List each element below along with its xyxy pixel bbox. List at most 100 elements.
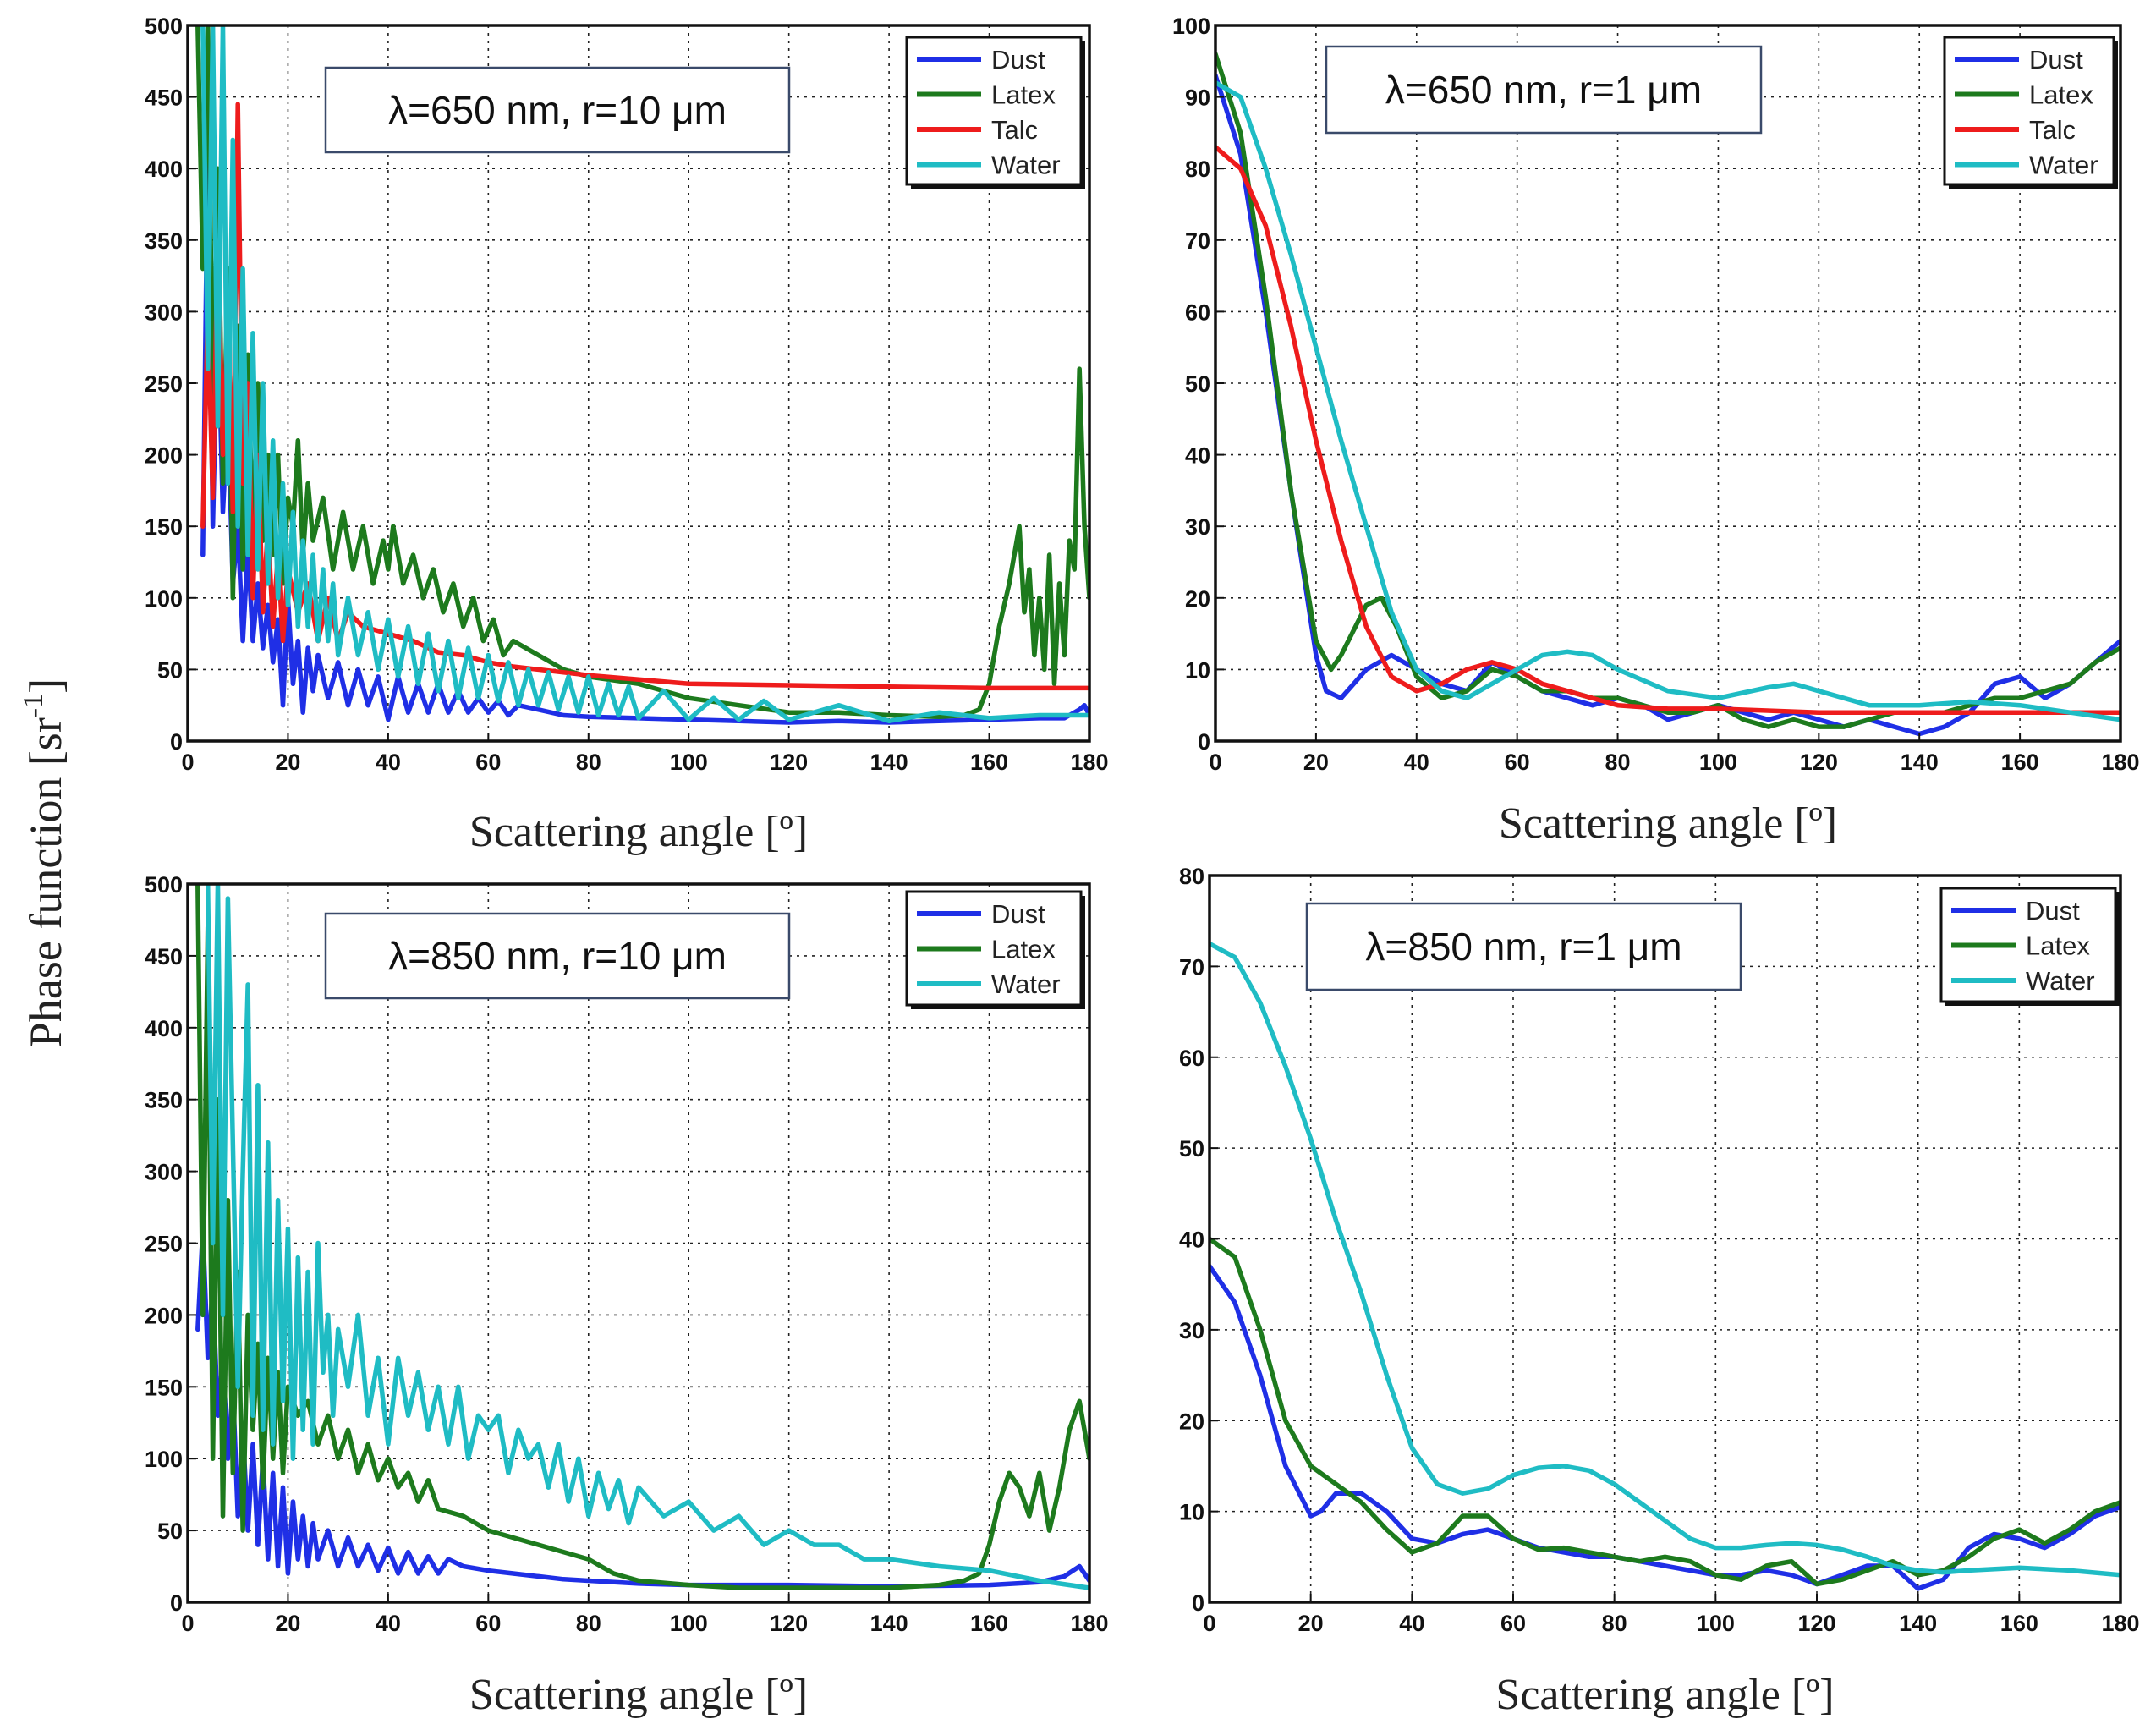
y-tick-label: 0 <box>170 729 183 755</box>
annotation-box: λ=650 nm, r=10 μm <box>324 66 791 154</box>
x-tick-label: 140 <box>1901 750 1939 775</box>
y-tick-label: 70 <box>1179 954 1204 980</box>
legend-label-latex: Latex <box>2029 80 2093 110</box>
x-tick-label: 160 <box>970 1611 1008 1636</box>
series-line-water <box>205 884 1089 1590</box>
y-tick-label: 70 <box>1185 228 1210 254</box>
x-tick-label: 100 <box>1699 750 1737 775</box>
panel-bottom-left: 0 20 40 60 80 100 120 140 160 180 0 50 100 150 200 250 3… <box>145 872 1109 1719</box>
legend-label-dust: Dust <box>2026 896 2080 925</box>
annotation-text: λ=650 nm, r=1 μm <box>1385 68 1702 112</box>
y-axis-label: Phase function [sr-1] <box>18 678 71 1047</box>
legend-label-dust: Dust <box>991 899 1045 929</box>
y-tick-label: 20 <box>1179 1409 1204 1434</box>
x-axis-label: Scattering angle [º] <box>1495 1671 1834 1719</box>
y-tick-label: 50 <box>1185 371 1210 397</box>
series-line-water <box>1215 80 2120 722</box>
legend-label-talc: Talc <box>991 115 1038 145</box>
series-group <box>195 25 1089 725</box>
x-tick-label: 120 <box>1800 750 1838 775</box>
y-tick-label: 350 <box>145 1088 183 1113</box>
x-tick-label: 100 <box>670 1611 708 1636</box>
x-tick-label: 0 <box>1209 750 1221 775</box>
x-axis-label: Scattering angle [º] <box>469 1671 808 1719</box>
x-tick-label: 120 <box>770 1611 808 1636</box>
x-tick-label: 0 <box>181 750 194 775</box>
legend-label-dust: Dust <box>991 45 1045 74</box>
series-line-talc <box>1215 145 2120 715</box>
x-tick-label: 40 <box>1399 1611 1424 1636</box>
y-tick-label: 0 <box>1192 1590 1204 1616</box>
x-tick-label: 120 <box>1797 1611 1835 1636</box>
annotation-frame <box>1305 902 1742 991</box>
x-tick-label: 20 <box>275 1611 300 1636</box>
y-tick-label: 150 <box>145 514 183 540</box>
x-tick-label: 40 <box>376 750 401 775</box>
y-tick-label: 50 <box>157 657 183 683</box>
y-tick-label: 100 <box>145 1447 183 1472</box>
x-tick-label: 100 <box>670 750 708 775</box>
y-tick-label: 10 <box>1179 1500 1204 1525</box>
x-tick-label: 60 <box>1500 1611 1526 1636</box>
legend: Dust Latex Water <box>905 890 1085 1009</box>
y-tick-label: 40 <box>1185 443 1210 469</box>
x-tick-label: 40 <box>376 1611 401 1636</box>
y-tick-label: 20 <box>1185 586 1210 612</box>
series-group <box>1210 941 2120 1591</box>
x-tick-label: 180 <box>1070 750 1108 775</box>
y-tick-label: 250 <box>145 1232 183 1257</box>
x-tick-label: 180 <box>2101 1611 2139 1636</box>
y-tick-label: 450 <box>145 944 183 969</box>
legend-label-talc: Talc <box>2029 115 2076 145</box>
legend: Dust Latex Water <box>1939 887 2120 1006</box>
panel-top-left: 0 20 40 60 80 100 120 140 160 180 0 50 100 150 200 250 3… <box>145 14 1109 856</box>
x-tick-label: 180 <box>1070 1611 1108 1636</box>
legend-label-water: Water <box>991 151 1061 180</box>
y-tick-label: 150 <box>145 1375 183 1400</box>
x-tick-label: 120 <box>770 750 808 775</box>
x-tick-label: 20 <box>1298 1611 1324 1636</box>
y-tick-label: 80 <box>1185 157 1210 182</box>
x-tick-label: 40 <box>1404 750 1429 775</box>
y-tick-label: 400 <box>145 1016 183 1041</box>
series-line-dust <box>1215 73 2120 737</box>
x-tick-label: 20 <box>1303 750 1329 775</box>
legend-label-water: Water <box>2029 151 2098 180</box>
x-tick-label: 140 <box>870 1611 908 1636</box>
x-tick-label: 80 <box>1605 750 1631 775</box>
annotation-box: λ=650 nm, r=1 μm <box>1325 45 1763 135</box>
x-tick-label: 160 <box>2000 1611 2038 1636</box>
legend-label-water: Water <box>991 969 1061 999</box>
y-tick-label: 500 <box>145 872 183 898</box>
x-axis-label: Scattering angle [º] <box>1499 799 1837 848</box>
y-tick-label: 90 <box>1185 85 1210 111</box>
y-tick-label: 200 <box>145 443 183 469</box>
y-tick-label: 400 <box>145 157 183 182</box>
y-tick-label: 200 <box>145 1303 183 1328</box>
x-tick-label: 140 <box>1899 1611 1937 1636</box>
x-tick-label: 0 <box>181 1611 194 1636</box>
x-tick-label: 160 <box>2001 750 2039 775</box>
y-tick-label: 100 <box>1172 14 1210 39</box>
x-tick-label: 60 <box>475 1611 501 1636</box>
y-tick-label: 350 <box>145 228 183 254</box>
x-tick-label: 100 <box>1697 1611 1735 1636</box>
annotation-box: λ=850 nm, r=10 μm <box>324 912 791 1000</box>
y-tick-label: 500 <box>145 14 183 39</box>
series-line-latex <box>195 884 1089 1590</box>
legend-label-latex: Latex <box>2026 931 2090 961</box>
y-tick-label: 10 <box>1185 657 1210 683</box>
x-axis-label: Scattering angle [º] <box>469 808 808 856</box>
annotation-text: λ=650 nm, r=10 μm <box>388 88 727 132</box>
y-tick-label: 450 <box>145 85 183 111</box>
series-line-dust <box>200 145 1089 725</box>
annotation-text: λ=850 nm, r=1 μm <box>1365 925 1681 969</box>
y-tick-label: 100 <box>145 586 183 612</box>
panel-top-right: 0 20 40 60 80 100 120 140 160 180 0 10 20 30 40 50 60 70 8… <box>1172 14 2140 848</box>
x-tick-label: 160 <box>970 750 1008 775</box>
legend-label-latex: Latex <box>991 80 1056 110</box>
series-group <box>1215 52 2120 737</box>
x-tick-label: 80 <box>576 1611 601 1636</box>
x-tick-label: 60 <box>1505 750 1530 775</box>
